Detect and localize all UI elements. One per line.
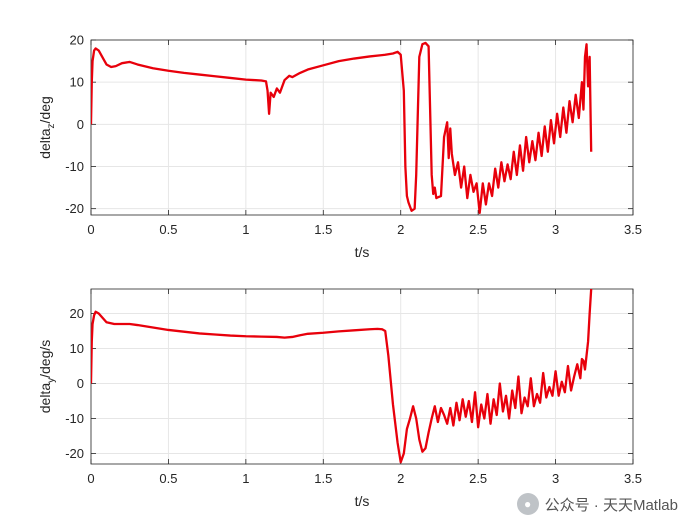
x-tick-label: 2.5 (469, 222, 487, 237)
x-tick-label: 0 (87, 222, 94, 237)
chart-delta-y: 0 0.5 1 1.5 2 2.5 3 3.5 -20 -10 0 10 20 t/s deltay/deg… (37, 288, 642, 509)
y-axis-label: deltay/deg/s (37, 340, 57, 414)
y-tick-label: -10 (65, 159, 84, 174)
x-tick-label: 3 (552, 222, 559, 237)
x-tick-label: 1 (242, 471, 249, 486)
x-tick-label: 1.5 (314, 222, 332, 237)
x-tick-label: 0.5 (159, 222, 177, 237)
plot-area (91, 289, 633, 464)
watermark: ● 公众号 · 天天Matlab (516, 493, 678, 515)
chart-delta-z: 0 0.5 1 1.5 2 2.5 3 3.5 -20 -10 0 10 20 t/s deltaz/deg (37, 33, 642, 261)
x-tick-label: 2 (397, 222, 404, 237)
plot-area (91, 40, 633, 215)
x-tick-label: 3.5 (624, 222, 642, 237)
y-tick-label: -10 (65, 411, 84, 426)
x-tick-label: 3 (552, 471, 559, 486)
watermark-text: 公众号 · 天天Matlab (544, 496, 678, 514)
x-tick-label: 3.5 (624, 471, 642, 486)
x-tick-label: 2.5 (469, 471, 487, 486)
x-axis-label: t/s (355, 493, 370, 509)
series-line-0 (91, 41, 593, 215)
y-tick-label: 0 (77, 117, 84, 132)
axes-box (90, 39, 634, 216)
x-tick-label: 1 (242, 222, 249, 237)
y-tick-label: 0 (77, 376, 84, 391)
x-tick-label: 0 (87, 471, 94, 486)
y-axis-label: deltaz/deg (37, 96, 57, 159)
y-tick-label: 10 (70, 75, 84, 90)
x-axis-label: t/s (355, 244, 370, 260)
x-tick-label: 2 (397, 471, 404, 486)
y-tick-label: 10 (70, 341, 84, 356)
wechat-icon: ● (516, 493, 539, 515)
y-tick-label: 20 (70, 33, 84, 48)
y-tick-label: -20 (65, 446, 84, 461)
series-line-0 (91, 289, 593, 464)
x-tick-label: 1.5 (314, 471, 332, 486)
y-tick-label: 20 (70, 306, 84, 321)
y-tick-label: -20 (65, 201, 84, 216)
x-tick-label: 0.5 (159, 471, 177, 486)
